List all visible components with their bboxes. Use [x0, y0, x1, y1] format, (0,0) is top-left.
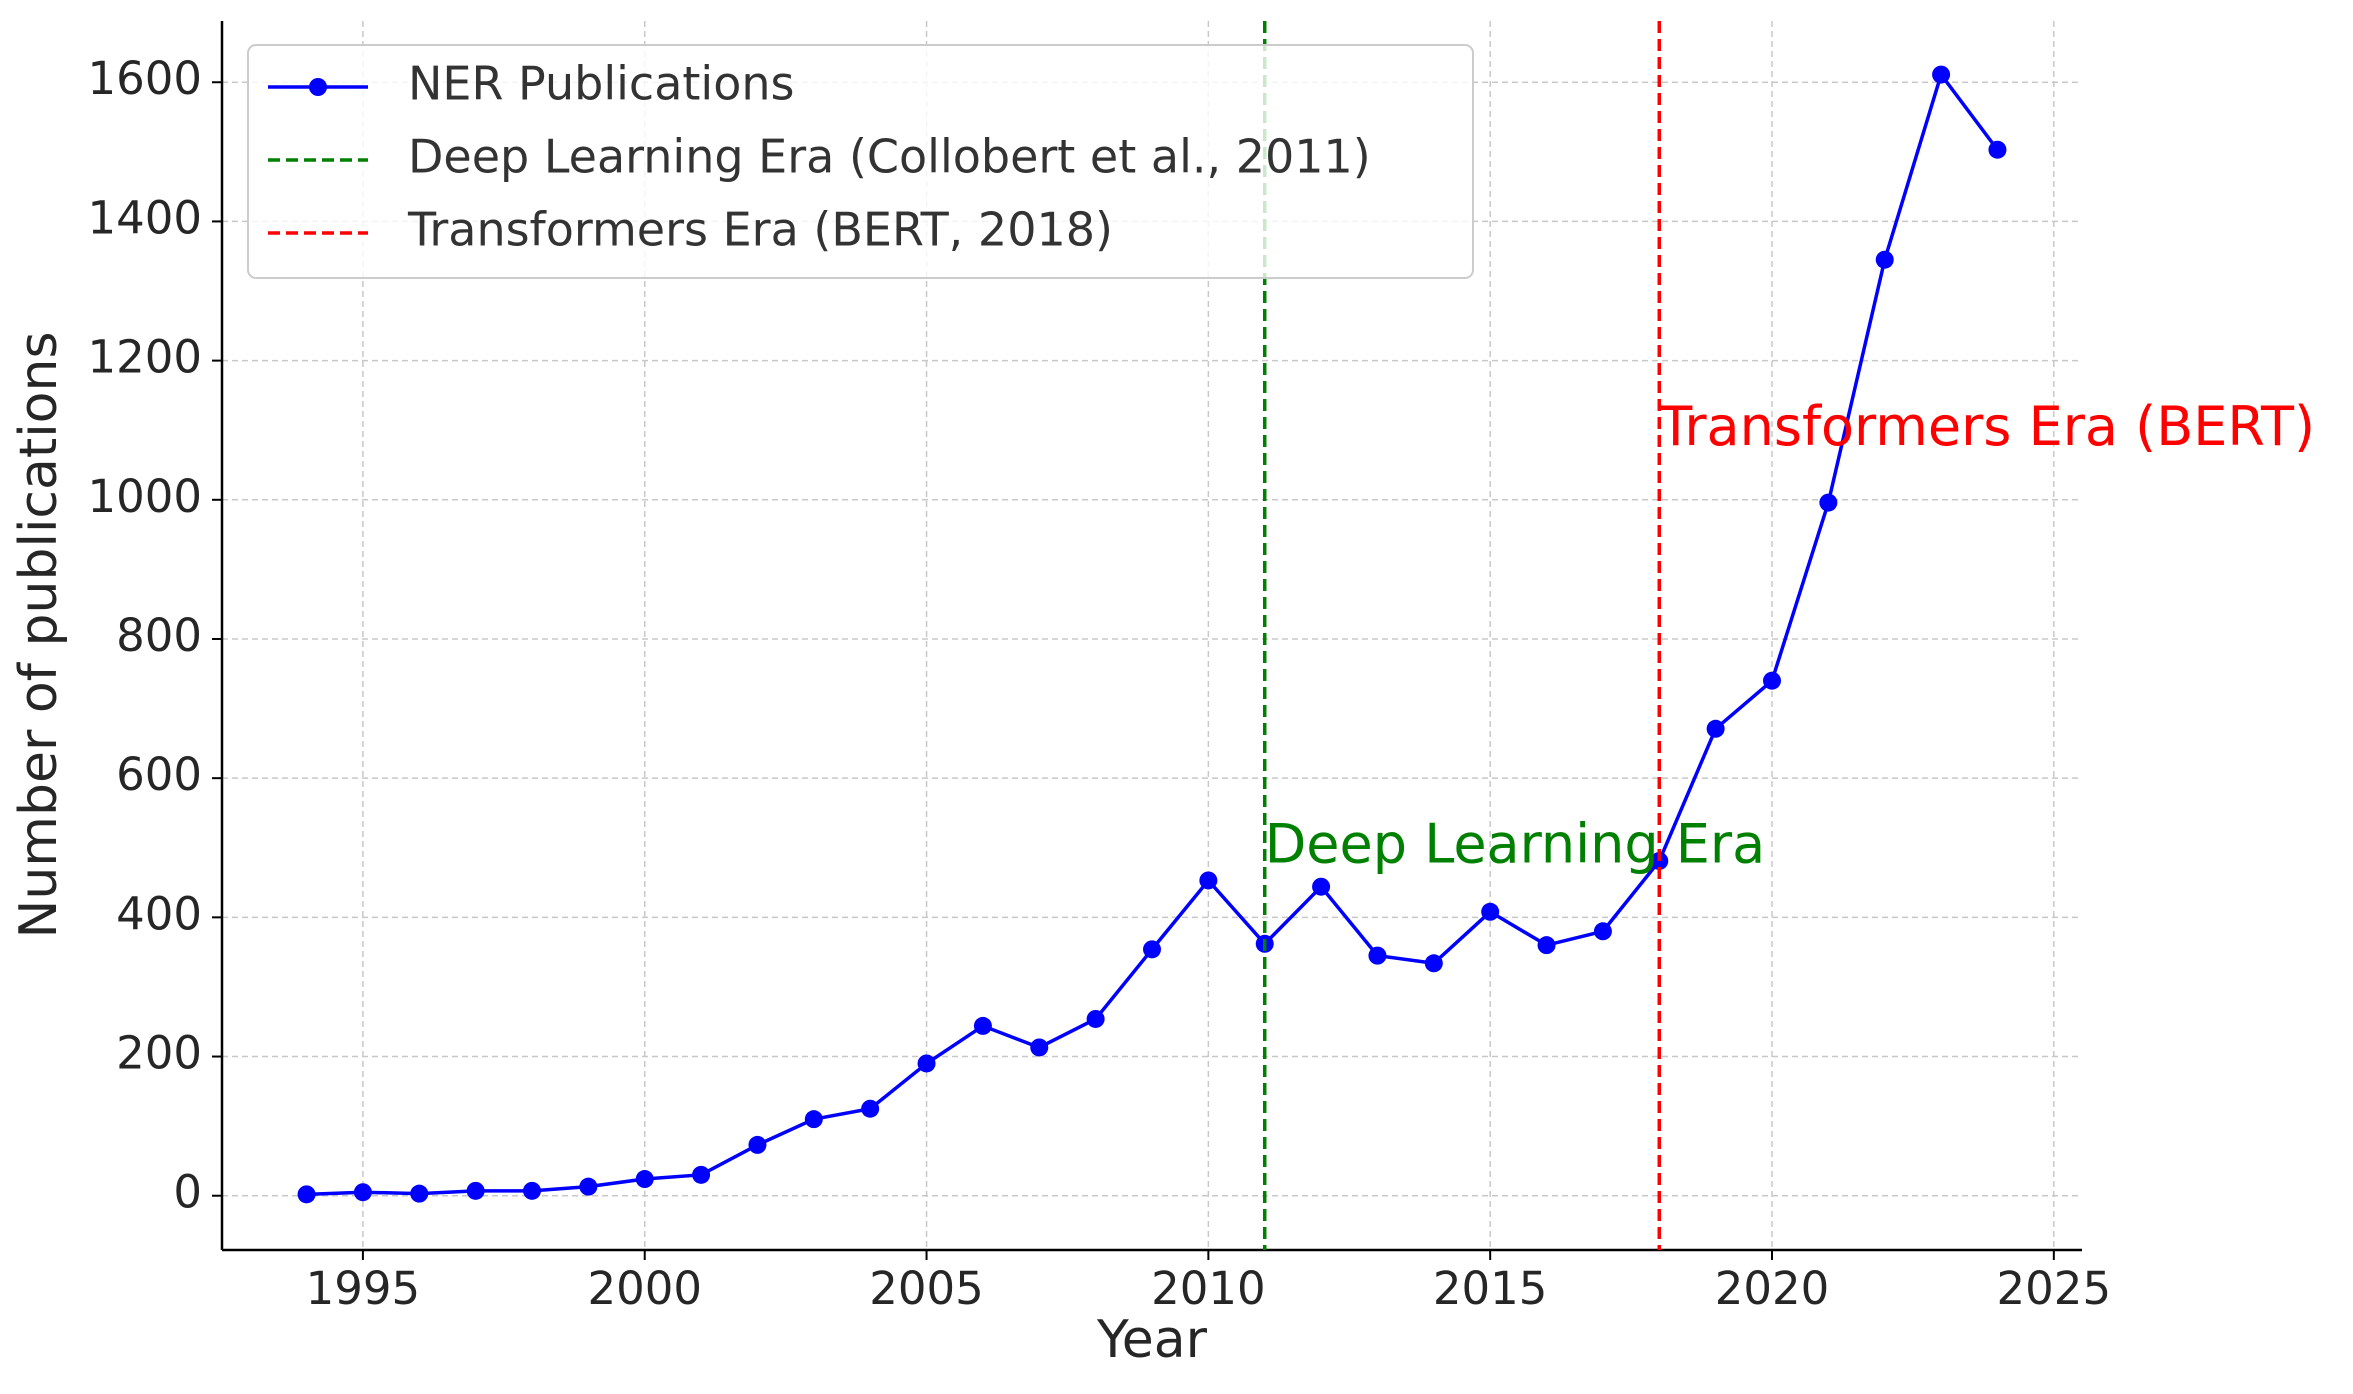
data-point: [1875, 250, 1894, 269]
x-tick-label: 2005: [869, 1262, 984, 1315]
data-point: [1706, 719, 1725, 738]
era-annotation: Transformers Era (BERT): [1658, 395, 2315, 458]
y-tick-label: 800: [116, 609, 202, 662]
y-tick-label: 200: [116, 1027, 202, 1080]
data-point: [523, 1181, 541, 1200]
x-tick-label: 2025: [1997, 1262, 2112, 1315]
data-point: [1537, 936, 1556, 955]
data-point: [1481, 902, 1500, 921]
data-point: [579, 1177, 598, 1196]
data-point: [353, 1183, 372, 1202]
legend-label: Transformers Era (BERT, 2018): [407, 203, 1113, 257]
data-point: [1593, 922, 1612, 941]
data-point: [466, 1181, 485, 1200]
data-point: [1932, 65, 1951, 84]
data-point: [635, 1170, 654, 1189]
data-point: [1988, 140, 2007, 159]
y-tick-label: 600: [116, 748, 202, 801]
y-tick-label: 400: [116, 887, 202, 940]
data-point: [861, 1099, 880, 1118]
legend-marker: [309, 78, 327, 96]
legend-label: Deep Learning Era (Collobert et al., 201…: [408, 130, 1371, 184]
data-point: [410, 1184, 429, 1203]
data-point: [1086, 1009, 1105, 1028]
data-point: [917, 1054, 936, 1073]
y-tick-label: 1200: [87, 331, 202, 384]
x-tick-label: 2000: [587, 1262, 702, 1315]
x-tick-label: 1995: [306, 1262, 421, 1315]
data-point: [1030, 1038, 1049, 1057]
data-point: [804, 1110, 823, 1129]
y-tick-label: 1400: [87, 191, 202, 244]
data-point: [1763, 671, 1781, 690]
x-tick-label: 2015: [1433, 1262, 1548, 1315]
data-point: [692, 1165, 711, 1184]
data-point: [973, 1016, 992, 1035]
data-point: [1368, 946, 1387, 965]
data-point: [297, 1185, 316, 1204]
data-point: [1199, 871, 1218, 890]
data-point: [748, 1135, 767, 1154]
y-tick-label: 1600: [87, 52, 202, 105]
x-tick-label: 2010: [1151, 1262, 1266, 1315]
x-tick-label: 2020: [1715, 1262, 1830, 1315]
data-point: [1424, 954, 1443, 973]
data-point: [1143, 940, 1161, 959]
y-tick-label: 0: [173, 1166, 202, 1219]
era-annotation: Deep Learning Era: [1265, 812, 1765, 875]
data-point: [1819, 493, 1838, 512]
legend-label: NER Publications: [408, 57, 794, 111]
data-point: [1312, 877, 1331, 896]
legend: NER Publications Deep Learning Era (Collo…: [247, 44, 1474, 279]
y-axis-label: Number of publications: [9, 331, 69, 938]
legend-box: [247, 44, 1474, 279]
y-tick-label: 1000: [87, 470, 202, 523]
x-axis-label: Year: [1096, 1310, 1208, 1370]
